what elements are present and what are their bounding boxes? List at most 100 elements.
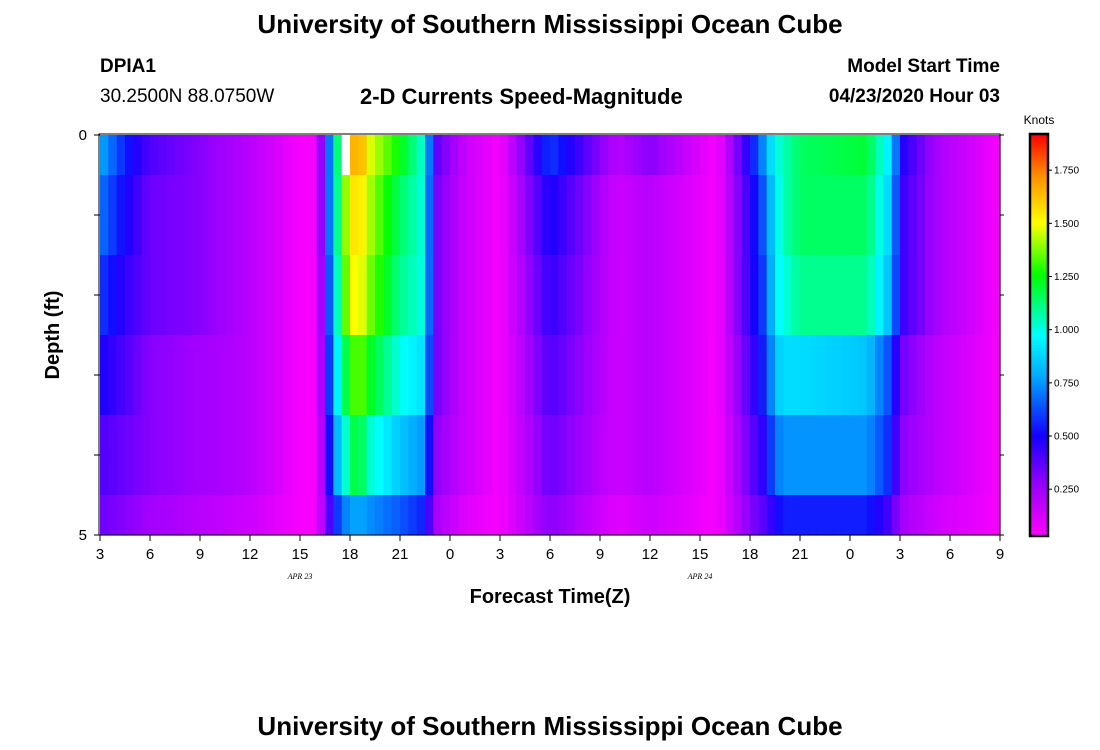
colorbar-swatch — [1030, 460, 1048, 464]
heatmap-cell — [583, 135, 593, 176]
colorbar-swatch — [1030, 432, 1048, 437]
heatmap-cell — [825, 255, 834, 336]
heatmap-cell — [216, 495, 226, 536]
heatmap-cell — [250, 255, 259, 336]
colorbar-swatch — [1030, 417, 1048, 422]
heatmap-cell — [358, 255, 368, 336]
heatmap-cell — [725, 335, 734, 416]
heatmap-cell — [833, 415, 843, 496]
heatmap-cell — [933, 415, 943, 496]
heatmap-cell — [333, 335, 343, 416]
heatmap-cell — [533, 255, 543, 336]
heatmap-cell — [541, 175, 551, 256]
heatmap-cell — [916, 135, 926, 176]
heatmap-cell — [191, 175, 201, 256]
heatmap-cell — [258, 255, 268, 336]
heatmap-cell — [533, 415, 543, 496]
heatmap-cell — [675, 335, 684, 416]
heatmap-cell — [375, 415, 384, 496]
heatmap-cell — [725, 415, 734, 496]
heatmap-cell — [591, 175, 601, 256]
heatmap-cell — [691, 335, 701, 416]
heatmap-cell — [750, 135, 759, 176]
heatmap-cell — [341, 415, 351, 496]
heatmap-cell — [316, 135, 326, 176]
heatmap-cell — [191, 255, 201, 336]
colorbar-swatch — [1030, 473, 1048, 477]
heatmap-cell — [258, 415, 268, 496]
heatmap-cell — [225, 335, 234, 416]
heatmap-cell — [700, 135, 709, 176]
heatmap-cell — [458, 135, 468, 176]
heatmap-cell — [783, 175, 793, 256]
heatmap-cell — [850, 175, 859, 256]
x-tick-label: 0 — [846, 546, 854, 563]
heatmap-cell — [533, 135, 543, 176]
heatmap-cell — [941, 135, 951, 176]
heatmap-cell — [900, 415, 909, 496]
heatmap-cell — [766, 415, 776, 496]
heatmap-cell — [591, 335, 601, 416]
heatmap-cell — [383, 255, 393, 336]
colorbar-swatch — [1030, 262, 1048, 266]
colorbar-swatch — [1030, 252, 1048, 256]
heatmap-cell — [491, 175, 501, 256]
heatmap-cell — [541, 495, 551, 536]
heatmap-cell — [858, 495, 868, 536]
heatmap-cell — [816, 415, 826, 496]
colorbar-swatch — [1030, 146, 1048, 150]
colorbar-swatch — [1030, 443, 1048, 447]
x-tick-label: 15 — [292, 546, 309, 563]
heatmap-cell — [791, 135, 801, 176]
colorbar-swatch — [1030, 352, 1048, 356]
heatmap-cell — [850, 135, 859, 176]
heatmap-cell — [658, 175, 668, 256]
heatmap-cell — [416, 175, 426, 256]
heatmap-cell — [341, 255, 351, 336]
heatmap-cell — [516, 415, 526, 496]
heatmap-cell — [383, 415, 393, 496]
heatmap-cell — [550, 255, 559, 336]
colorbar-swatch — [1030, 154, 1048, 158]
heatmap-cell — [766, 495, 776, 536]
heatmap-cell — [883, 415, 893, 496]
heatmap-cell — [566, 135, 576, 176]
heatmap-cell — [966, 135, 976, 176]
heatmap-cell — [475, 335, 484, 416]
heatmap-cell — [183, 255, 193, 336]
heatmap-cell — [333, 175, 343, 256]
heatmap-cell — [150, 335, 159, 416]
heatmap-cell — [258, 335, 268, 416]
heatmap-cell — [225, 415, 234, 496]
heatmap-cell — [341, 135, 351, 176]
heatmap-cell — [166, 255, 176, 336]
colorbar: Knots 0.250 0.500 0.750 1.000 1.250 1.500 1.750 — [1024, 113, 1079, 538]
heatmap-cell — [308, 495, 318, 536]
colorbar-swatch — [1030, 134, 1048, 138]
heatmap-cell — [316, 495, 326, 536]
heatmap-cell — [558, 175, 568, 256]
colorbar-swatch — [1030, 435, 1048, 439]
heatmap-cell — [633, 135, 643, 176]
heatmap-cell — [408, 255, 418, 336]
colorbar-swatch — [1030, 430, 1048, 434]
heatmap-cell — [958, 415, 968, 496]
heatmap-cell — [950, 415, 959, 496]
heatmap-cell — [475, 495, 484, 536]
heatmap-cell — [116, 335, 126, 416]
heatmap-cell — [733, 255, 743, 336]
heatmap-cell — [575, 255, 584, 336]
heatmap-cell — [800, 415, 809, 496]
heatmap-cell — [991, 135, 1001, 176]
heatmap-cell — [450, 335, 459, 416]
colorbar-swatch — [1030, 216, 1048, 221]
heatmap-cell — [683, 255, 693, 336]
heatmap-cell — [350, 255, 359, 336]
heatmap-cell — [800, 175, 809, 256]
colorbar-swatch — [1030, 179, 1048, 183]
heatmap-cell — [991, 175, 1001, 256]
heatmap-cell — [575, 495, 584, 536]
heatmap-cell — [566, 255, 576, 336]
heatmap-cell — [958, 175, 968, 256]
heatmap-cell — [583, 495, 593, 536]
